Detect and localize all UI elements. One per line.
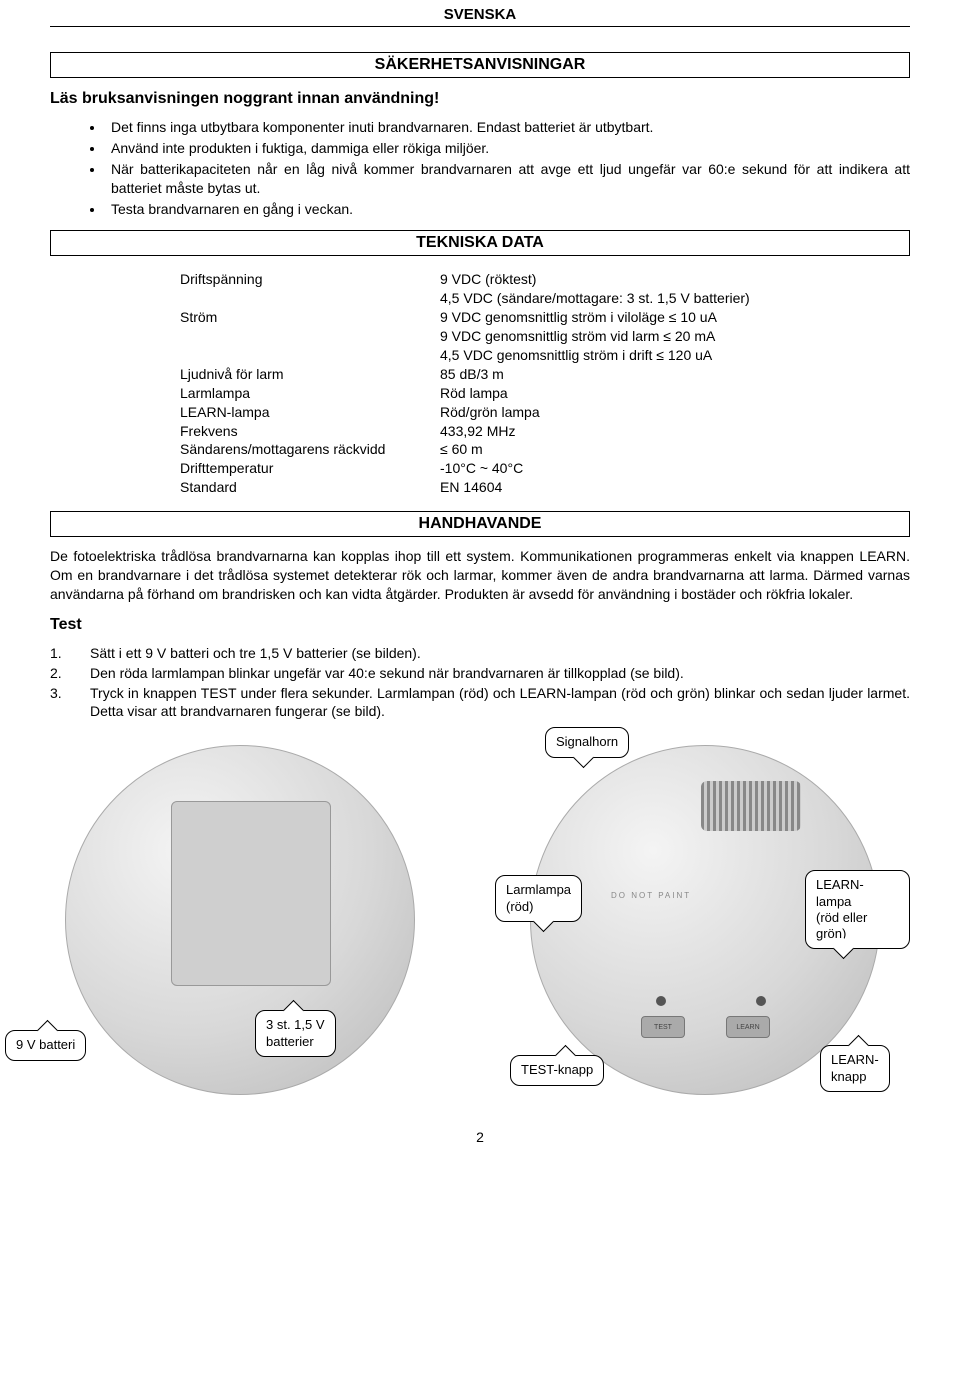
callout-signalhorn: Signalhorn: [545, 727, 629, 757]
spec-label: Driftspänning: [180, 270, 440, 289]
test-button-icon: TEST: [641, 1016, 685, 1038]
list-item: 1.Sätt i ett 9 V batteri och tre 1,5 V b…: [50, 644, 910, 663]
page-number: 2: [50, 1129, 910, 1145]
spec-value: Röd/grön lampa: [440, 403, 910, 422]
battery-compartment-icon: [171, 801, 331, 986]
spec-label: Larmlampa: [180, 384, 440, 403]
callout-test-knapp: TEST-knapp: [510, 1055, 604, 1085]
safety-bullet-list: Det finns inga utbytbara komponenter inu…: [50, 118, 910, 218]
spec-row: Driftspänning9 VDC (röktest) 4,5 VDC (sä…: [180, 270, 910, 308]
alarm-led-icon: [656, 996, 666, 1006]
list-item: När batterikapaciteten når en låg nivå k…: [105, 160, 910, 198]
spec-label: Frekvens: [180, 422, 440, 441]
spec-value: 9 VDC genomsnittlig ström i viloläge ≤ 1…: [440, 308, 910, 365]
callout-15v-batteries: 3 st. 1,5 V batterier: [255, 1010, 336, 1057]
list-item: Använd inte produkten i fuktiga, dammiga…: [105, 139, 910, 158]
callout-learn-lampa: LEARN-lampa (röd eller grön): [805, 870, 910, 949]
spec-row: Ljudnivå för larm85 dB/3 m: [180, 365, 910, 384]
speaker-grill-icon: [701, 781, 801, 831]
spec-row: LarmlampaRöd lampa: [180, 384, 910, 403]
spec-value: -10°C ~ 40°C: [440, 459, 910, 478]
callout-larmlampa: Larmlampa (röd): [495, 875, 582, 922]
spec-value: 85 dB/3 m: [440, 365, 910, 384]
callout-9v-battery: 9 V batteri: [5, 1030, 86, 1060]
spec-row: Frekvens433,92 MHz: [180, 422, 910, 441]
section-title-handling: HANDHAVANDE: [50, 511, 910, 537]
test-steps-list: 1.Sätt i ett 9 V batteri och tre 1,5 V b…: [50, 644, 910, 722]
callout-learn-knapp: LEARN- knapp: [820, 1045, 890, 1092]
spec-label: Ström: [180, 308, 440, 327]
section-title-tech: TEKNISKA DATA: [50, 230, 910, 256]
test-heading: Test: [50, 616, 910, 634]
read-instructions-heading: Läs bruksanvisningen noggrant innan anvä…: [50, 90, 910, 108]
spec-row: LEARN-lampaRöd/grön lampa: [180, 403, 910, 422]
spec-table: Driftspänning9 VDC (röktest) 4,5 VDC (sä…: [180, 270, 910, 497]
list-item: 2.Den röda larmlampan blinkar ungefär va…: [50, 664, 910, 683]
list-item: 3.Tryck in knappen TEST under flera seku…: [50, 684, 910, 722]
spec-row: StandardEN 14604: [180, 478, 910, 497]
list-item: Det finns inga utbytbara komponenter inu…: [105, 118, 910, 137]
spec-value: EN 14604: [440, 478, 910, 497]
spec-value: 433,92 MHz: [440, 422, 910, 441]
spec-label: Sändarens/mottagarens räckvidd: [180, 440, 440, 459]
spec-value: Röd lampa: [440, 384, 910, 403]
spec-label: LEARN-lampa: [180, 403, 440, 422]
learn-button-icon: LEARN: [726, 1016, 770, 1038]
device-back-illustration: [65, 745, 415, 1095]
spec-row: Ström9 VDC genomsnittlig ström i viloläg…: [180, 308, 910, 365]
page-language-header: SVENSKA: [50, 0, 910, 27]
handling-body-text: De fotoelektriska trådlösa brandvarnarna…: [50, 547, 910, 604]
device-figure: DO NOT PAINT TEST LEARN Signalhorn Larml…: [50, 735, 910, 1105]
learn-led-icon: [756, 996, 766, 1006]
spec-label: Ljudnivå för larm: [180, 365, 440, 384]
spec-label: Standard: [180, 478, 440, 497]
spec-row: Sändarens/mottagarens räckvidd≤ 60 m: [180, 440, 910, 459]
spec-label: Drifttemperatur: [180, 459, 440, 478]
do-not-paint-label: DO NOT PAINT: [611, 891, 691, 900]
spec-value: ≤ 60 m: [440, 440, 910, 459]
spec-row: Drifttemperatur -10°C ~ 40°C: [180, 459, 910, 478]
spec-value: 9 VDC (röktest) 4,5 VDC (sändare/mottaga…: [440, 270, 910, 308]
list-item: Testa brandvarnaren en gång i veckan.: [105, 200, 910, 219]
section-title-safety: SÄKERHETSANVISNINGAR: [50, 52, 910, 78]
